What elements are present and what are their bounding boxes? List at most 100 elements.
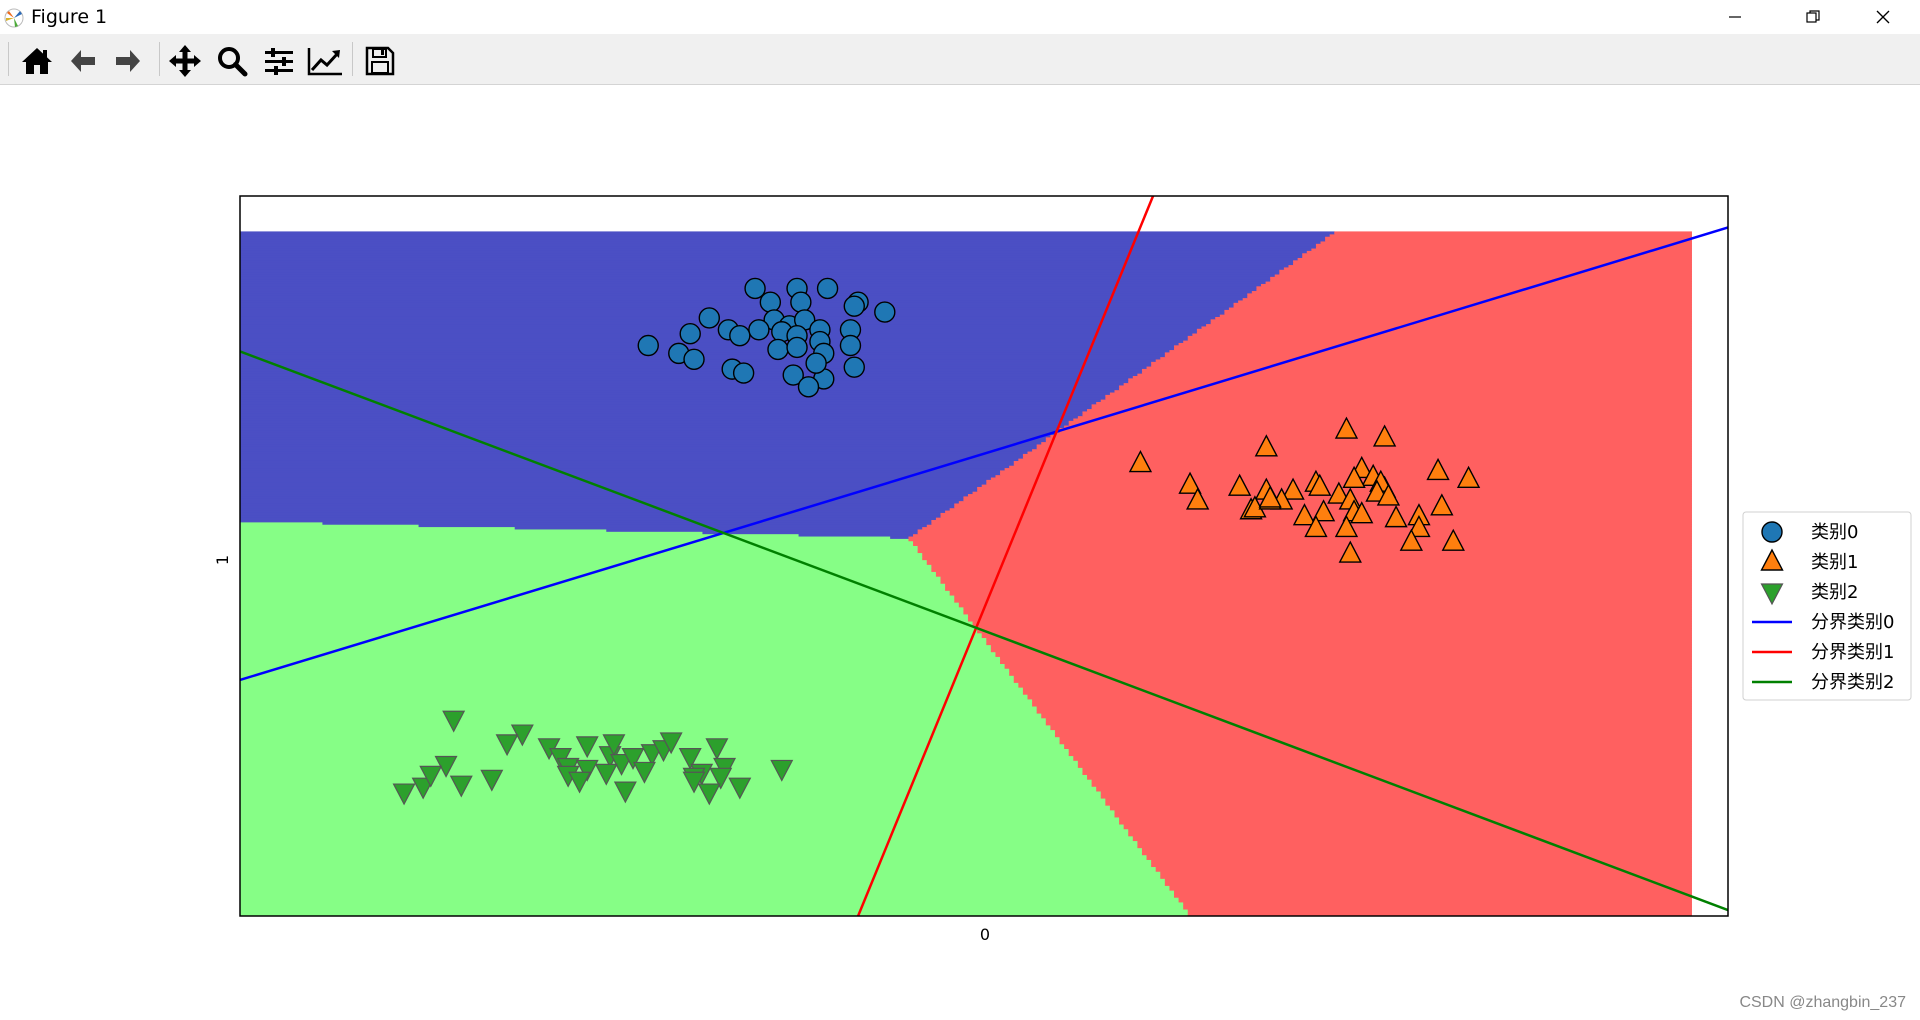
region-cell: [1297, 257, 1692, 261]
region-cell: [1174, 890, 1692, 893]
region-cell: [990, 644, 1692, 648]
region-cell: [240, 335, 1189, 339]
region-cell: [240, 613, 969, 617]
region-cell: [240, 597, 955, 601]
region-cell: [240, 472, 1001, 476]
region-cell: [1274, 273, 1692, 277]
region-cell: [240, 897, 1180, 901]
data-point-class-1: [1327, 481, 1351, 504]
home-button[interactable]: [17, 42, 57, 80]
region-cell: [240, 521, 324, 525]
region-cell: [954, 599, 1692, 603]
data-point-class-2: [728, 777, 752, 800]
region-cell: [1151, 859, 1692, 863]
region-cell: [1096, 401, 1692, 405]
region-cell: [240, 720, 1047, 724]
region-cell: [240, 403, 1093, 407]
region-cell: [1027, 696, 1692, 700]
region-cell: [240, 236, 1326, 240]
minimize-button[interactable]: [1700, 0, 1770, 34]
configure-subplots-button[interactable]: [259, 42, 299, 80]
region-cell: [240, 790, 1102, 794]
region-cell: [240, 651, 997, 655]
region-cell: [1091, 779, 1692, 783]
region-cell: [240, 618, 969, 622]
region-cell: [1064, 743, 1692, 747]
data-point-class-1: [1281, 477, 1305, 500]
pan-button[interactable]: [165, 42, 205, 80]
region-cell: [945, 583, 1692, 587]
region-cell: [240, 493, 969, 497]
region-cell: [1174, 892, 1692, 896]
region-cell: [1000, 472, 1692, 476]
data-point-class-0: [732, 362, 755, 384]
region-cell: [1059, 738, 1692, 742]
zoom-button[interactable]: [212, 42, 252, 80]
region-cell: [1068, 422, 1692, 426]
region-cell: [240, 710, 1038, 714]
data-point-class-1: [1304, 514, 1328, 538]
region-cell: [981, 635, 1692, 639]
data-point-class-2: [697, 783, 721, 806]
arrow-left-icon: [71, 50, 95, 72]
region-cell: [1128, 828, 1692, 832]
figure-canvas[interactable]: 0 1 类别0 类别1 类别2 分界类别0 分界类别1 分界类别2: [0, 85, 1920, 1020]
region-cell: [917, 547, 1692, 551]
region-cell: [1041, 715, 1692, 719]
region-cell: [240, 628, 978, 631]
edit-axis-button[interactable]: [305, 42, 345, 80]
region-cell: [240, 694, 1029, 698]
region-cell: [1050, 727, 1692, 731]
region-cell: [1114, 389, 1692, 393]
region-cell: [1059, 427, 1692, 431]
region-cell: [922, 526, 1692, 530]
region-cell: [240, 455, 1024, 459]
data-point-class-1: [1334, 416, 1359, 439]
region-cell: [240, 658, 1001, 662]
region-cell: [240, 786, 1097, 790]
region-cell: [240, 727, 1051, 731]
region-cell: [240, 543, 914, 546]
region-cell: [963, 609, 1692, 613]
region-cell: [1073, 417, 1692, 421]
forward-button[interactable]: [108, 42, 148, 80]
data-point-class-0: [637, 334, 659, 357]
save-button[interactable]: [360, 42, 400, 80]
region-cell: [1206, 323, 1692, 327]
region-cell: [917, 531, 1692, 535]
data-point-class-0: [698, 307, 720, 329]
restore-button[interactable]: [1778, 0, 1848, 34]
region-cell: [1096, 786, 1692, 790]
region-cell: [1265, 280, 1692, 284]
region-cell: [240, 868, 1157, 872]
region-cell: [1013, 677, 1692, 681]
region-cell: [240, 533, 800, 537]
back-button[interactable]: [63, 42, 103, 80]
region-cell: [1036, 710, 1692, 714]
region-cell: [1210, 321, 1692, 325]
region-cell: [240, 250, 1308, 254]
region-cell: [1119, 821, 1692, 825]
region-cell: [240, 266, 1285, 270]
region-cell: [240, 849, 1143, 853]
region-cell: [240, 833, 1129, 837]
region-cell: [240, 453, 1024, 457]
region-cell: [240, 677, 1015, 681]
region-cell: [240, 670, 1010, 674]
region-cell: [1137, 840, 1692, 844]
region-cell: [931, 568, 1692, 572]
data-point-class-0: [843, 356, 865, 378]
region-cell: [1146, 856, 1692, 860]
region-cell: [913, 540, 1692, 544]
region-cell: [1151, 864, 1692, 868]
region-cell: [1100, 399, 1692, 402]
region-cell: [1151, 361, 1692, 365]
region-cell: [990, 476, 1692, 480]
close-button[interactable]: [1848, 0, 1918, 34]
region-cell: [240, 797, 1106, 801]
region-cell: [1041, 441, 1692, 445]
region-cell: [1068, 748, 1692, 752]
region-cell: [240, 592, 951, 596]
region-cell: [240, 724, 1051, 728]
data-point-class-2: [613, 781, 637, 804]
